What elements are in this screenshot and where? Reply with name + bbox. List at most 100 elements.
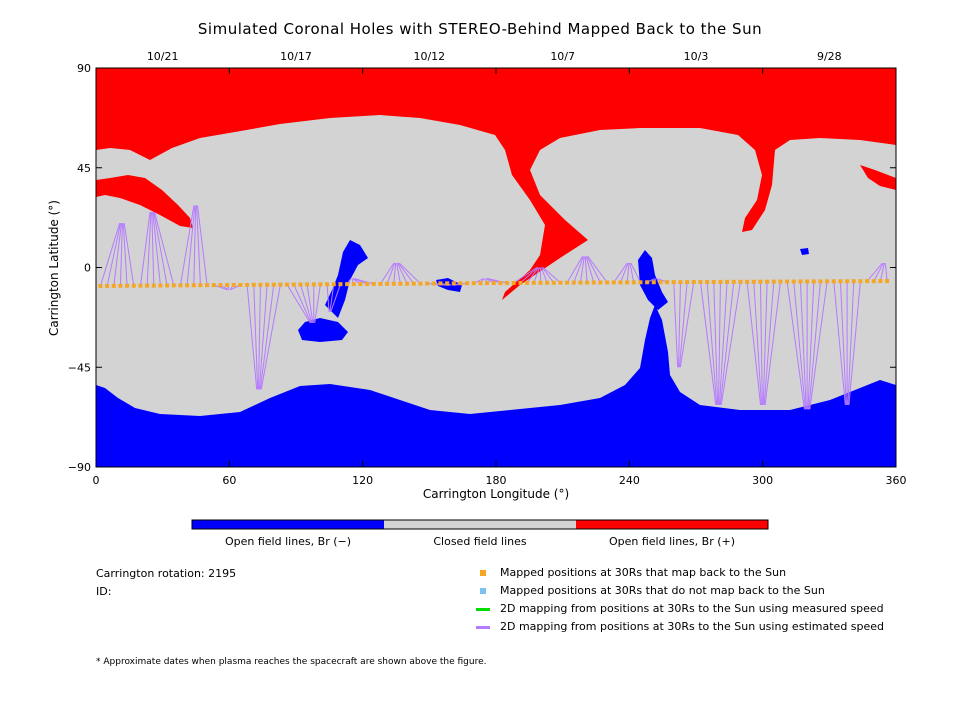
mapped-point [585,281,589,285]
mapping-line [700,282,715,405]
x-tick-label: 120 [352,474,373,487]
mapped-point [565,281,569,285]
legend-label: Mapped positions at 30Rs that do not map… [500,584,825,597]
mapping-line [714,282,718,405]
mapped-point [265,283,269,287]
mapped-point [472,281,476,285]
mapping-line [834,281,846,405]
mapping-line [614,263,627,282]
mapped-point [145,284,149,288]
mapping-line [227,285,229,290]
mapped-point [845,279,849,283]
mapping-line [231,285,241,290]
y-tick-label: 90 [77,62,91,75]
mapped-point [645,280,649,284]
mapped-point [178,283,182,287]
mapping-line [541,268,547,283]
mapping-line [680,282,693,367]
mapped-point [665,280,669,284]
mapping-line [620,263,628,282]
mapping-line [849,281,861,405]
footnote: * Approximate dates when plasma reaches … [96,657,487,667]
mapping-line [474,279,484,284]
colorbar-label: Open field lines, Br (−) [225,535,351,548]
y-tick-label: 0 [84,262,91,275]
mapped-point [812,279,816,283]
mapping-line [754,282,762,405]
mapping-line [259,285,261,390]
mapped-point [778,280,782,284]
mapping-line [155,212,174,285]
mapping-line [124,223,134,286]
mapped-point [358,282,362,286]
mapped-point [305,282,309,286]
mapped-point [792,280,796,284]
mapping-line [397,263,401,284]
mapping-line [214,285,227,290]
mapping-line [107,223,120,286]
mapping-line [300,284,312,322]
mapping-line [880,263,884,281]
north-polar-coronal-hole [96,68,896,300]
y-tick-label: −45 [68,361,91,374]
colorbar-segment [384,520,576,529]
mapped-point [538,281,542,285]
mapped-point [525,281,529,285]
mapped-point [752,280,756,284]
mapped-point [105,284,109,288]
mapping-line [764,282,774,405]
mapped-point [518,281,522,285]
mapped-point [758,280,762,284]
mapped-point [185,283,189,287]
mapping-line [721,282,740,405]
mapped-point [885,279,889,283]
mapped-point [552,281,556,285]
y-axis-label: Carrington Latitude (°) [47,200,61,336]
mapping-line [534,268,540,283]
mapping-line [399,263,420,284]
mapping-line [287,285,310,323]
mapped-point [432,281,436,285]
mapping-line [627,263,629,282]
mapping-line [763,282,767,405]
mapping-line [327,284,329,312]
mapping-line [848,281,854,405]
mapping-line [794,282,806,410]
mapped-point [198,283,202,287]
mapped-point [192,283,196,287]
mapped-point [598,280,602,284]
mapped-point [452,281,456,285]
mapped-point [458,281,462,285]
mapping-line [230,285,234,290]
plot-frame [96,68,896,467]
mapped-point [478,281,482,285]
y-tick-label: 45 [77,162,91,175]
mapping-line [654,279,656,283]
mapped-point [678,280,682,284]
mapped-point [738,280,742,284]
mapped-point [445,281,449,285]
legend-entry: Mapped positions at 30Rs that map back t… [476,566,786,580]
mapping-line [631,263,641,282]
top-date-label: 10/17 [280,50,312,63]
x-tick-label: 60 [222,474,236,487]
mapping-line [747,282,760,405]
mapped-point [745,280,749,284]
mapping-line [187,205,195,285]
mapping-line [147,212,151,286]
mapping-line [760,282,762,405]
mapped-point [658,280,662,284]
mapped-point [712,280,716,284]
mapping-line [352,279,354,285]
mapped-point [532,281,536,285]
mapping-line [355,279,374,284]
mapped-point [558,281,562,285]
mapped-point [292,283,296,287]
mapped-point [705,280,709,284]
mapped-point [352,282,356,286]
mapped-point [225,283,229,287]
mapped-point [172,283,176,287]
mapped-point [632,280,636,284]
y-tick-label: −90 [68,461,91,474]
mapped-point [372,282,376,286]
